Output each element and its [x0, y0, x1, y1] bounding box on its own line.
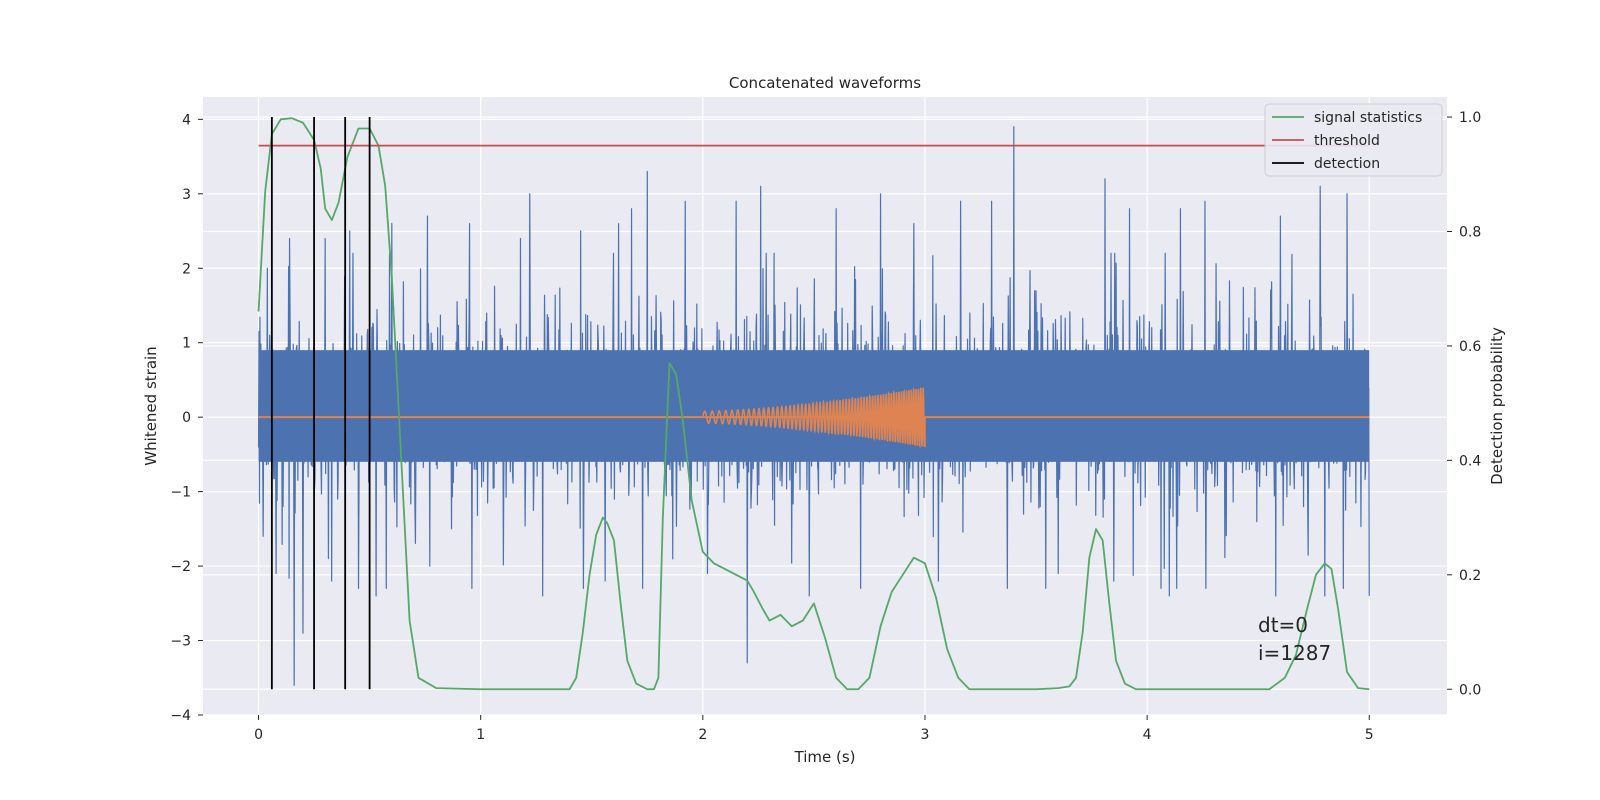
y2-tick-label: 0.6 [1459, 339, 1481, 355]
x-tick-label: 4 [1143, 727, 1152, 743]
detection-markers [270, 117, 371, 690]
y-tick-label: 1 [182, 336, 191, 352]
axes: 0 1 2 3 4 5 −4 −3 −2 −1 0 1 2 3 4 0.0 0.2 0.4 0.6 0.8 1.0 [170, 110, 1481, 743]
x-axis-label: Time (s) [794, 748, 856, 766]
legend-box [1264, 103, 1443, 177]
x-tick-label: 5 [1365, 727, 1374, 743]
annotation-index: i=1287 [1258, 641, 1331, 665]
y-tick-label: 0 [182, 410, 191, 426]
y2-tick-label: 1.0 [1459, 110, 1481, 126]
annotation-dt: dt=0 [1258, 613, 1308, 637]
legend: signal statistics threshold detection [1264, 103, 1443, 177]
signal-statistics-trace [257, 117, 1370, 691]
y-tick-label: −3 [170, 634, 191, 650]
y2-tick-label: 0.0 [1459, 682, 1481, 698]
y2-tick-label: 0.8 [1459, 224, 1481, 240]
y-tick-label: −1 [170, 485, 191, 501]
y-tick-label: −4 [170, 708, 191, 724]
legend-threshold-label: threshold [1314, 133, 1380, 149]
y2-tick-label: 0.2 [1459, 568, 1481, 584]
chart-title: Concatenated waveforms [729, 74, 921, 92]
legend-signal-label: signal statistics [1314, 110, 1422, 126]
y-tick-label: −2 [170, 559, 191, 575]
x-tick-label: 1 [476, 727, 485, 743]
waveform-chirp [702, 386, 926, 449]
y-tick-label: 3 [182, 187, 191, 203]
y2-tick-label: 0.4 [1459, 453, 1481, 469]
x-tick-label: 0 [254, 727, 263, 743]
waveform-trace [258, 386, 1370, 449]
legend-detection-label: detection [1314, 156, 1380, 172]
y-tick-label: 4 [182, 112, 191, 128]
y-axis-label: Whitened strain [142, 346, 160, 465]
x-tick-label: 3 [921, 727, 930, 743]
y2-axis-label: Detection probability [1488, 327, 1506, 485]
signal-statistics-line [257, 117, 1370, 691]
x-tick-label: 2 [698, 727, 707, 743]
y-tick-label: 2 [182, 261, 191, 277]
